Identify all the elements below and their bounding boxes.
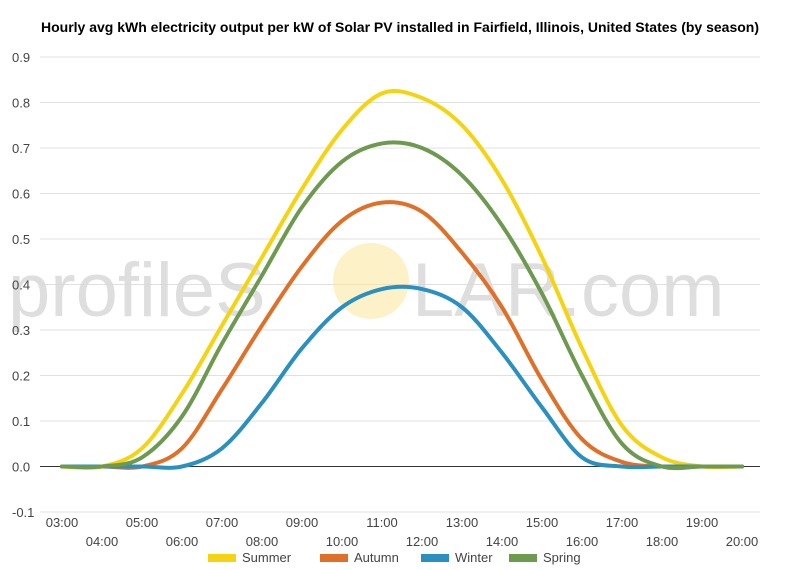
x-tick-label: 07:00 (206, 515, 239, 530)
y-tick-label: 0.2 (12, 369, 30, 384)
x-tick-label: 17:00 (606, 515, 639, 530)
x-tick-label: 12:00 (406, 534, 439, 549)
legend-label: Spring (543, 550, 581, 565)
legend: Summer Autumn Winter Spring (208, 550, 581, 565)
y-tick-label: 0.7 (12, 141, 30, 156)
legend-label: Summer (242, 550, 292, 565)
chart-title: Hourly avg kWh electricity output per kW… (40, 19, 760, 35)
x-tick-label: 20:00 (726, 534, 759, 549)
x-tick-label: 05:00 (126, 515, 159, 530)
legend-swatch-autumn (320, 554, 348, 562)
legend-swatch-summer (208, 554, 236, 562)
series-line-spring (60, 140, 744, 471)
legend-label: Winter (455, 550, 493, 565)
legend-label: Autumn (354, 550, 399, 565)
x-tick-label: 03:00 (46, 515, 79, 530)
x-tick-label: 08:00 (246, 534, 279, 549)
x-tick-label: 13:00 (446, 515, 479, 530)
series-line-autumn (60, 200, 744, 470)
y-tick-label: 0.9 (12, 50, 30, 65)
y-tick-label: 0.6 (12, 187, 30, 202)
x-tick-label: 09:00 (286, 515, 319, 530)
x-tick-label: 10:00 (326, 534, 359, 549)
x-tick-label: 06:00 (166, 534, 199, 549)
x-tick-label: 04:00 (86, 534, 119, 549)
x-tick-label: 11:00 (366, 515, 398, 530)
series-line-winter (60, 284, 744, 470)
series-line-summer (60, 89, 744, 470)
x-tick-label: 19:00 (686, 515, 719, 530)
x-axis-ticks: 03:00 04:00 05:00 06:00 07:00 08:00 09:00 10:00… (46, 515, 759, 549)
y-tick-label: 0.1 (12, 414, 30, 429)
y-tick-label: 0.3 (12, 323, 30, 338)
x-tick-label: 16:00 (566, 534, 599, 549)
legend-swatch-spring (509, 554, 537, 562)
watermark: profileS LAR.com (8, 243, 725, 333)
y-tick-label: -0.1 (12, 505, 34, 520)
y-tick-label: 0.8 (12, 96, 30, 111)
y-tick-label: 0.4 (12, 278, 30, 293)
x-tick-label: 18:00 (646, 534, 679, 549)
x-tick-label: 15:00 (526, 515, 559, 530)
y-axis-ticks: -0.1 0.0 0.1 0.2 0.3 0.4 0.5 0.6 0.7 0.8 0.9 (12, 50, 34, 520)
x-tick-label: 14:00 (486, 534, 519, 549)
y-tick-label: 0.0 (12, 460, 30, 475)
series-layer (60, 89, 744, 471)
legend-swatch-winter (421, 554, 449, 562)
watermark-text-left: profileS (8, 248, 266, 333)
grid-layer (40, 56, 760, 513)
y-tick-label: 0.5 (12, 232, 30, 247)
